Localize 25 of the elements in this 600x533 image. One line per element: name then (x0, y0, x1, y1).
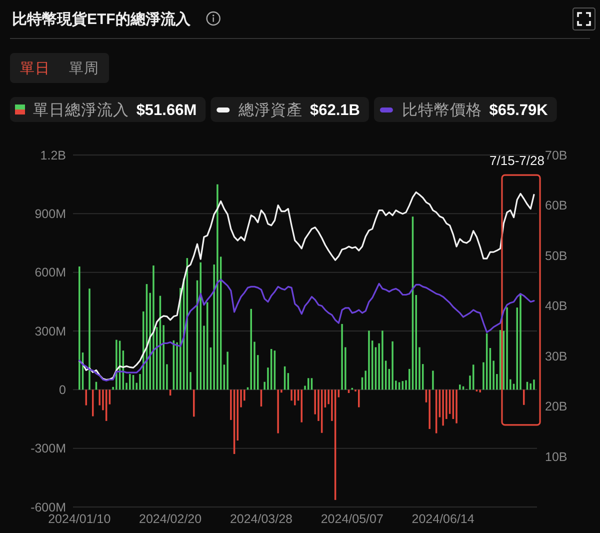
y-tick-label: 1.2B (40, 148, 66, 162)
y2-tick-label: 70B (545, 148, 568, 162)
x-tick-label: 2024/02/20 (139, 512, 202, 526)
y-tick-label: -300M (30, 442, 66, 456)
x-tick-label: 2024/06/14 (412, 512, 474, 526)
y2-tick-label: 30B (545, 349, 568, 364)
y2-tick-label: 20B (545, 400, 568, 414)
y2-tick-label: 50B (545, 248, 568, 263)
y-tick-label: 600M (34, 266, 66, 280)
y2-tick-label: 10B (545, 450, 568, 464)
y-tick-label: -600M (30, 500, 66, 514)
y2-tick-label: 60B (545, 198, 568, 213)
toggle: 單日 單周 (10, 53, 109, 83)
x-tick-label: 2024/05/07 (320, 512, 384, 526)
y2-tick-label: 40B (545, 299, 568, 314)
legend-label: 單日總淨流入 $51.66M (33, 101, 197, 119)
annotation: 7/15-7/28 (490, 153, 544, 168)
y-tick-label: 900M (34, 206, 66, 221)
y-tick-label: 300M (34, 324, 66, 338)
x-tick-label: 2024/01/10 (48, 512, 111, 526)
chart-title: 比特幣現貨ETF的總淨流入 (12, 10, 192, 28)
y-tick-label: 0 (59, 382, 66, 397)
legend-label: 總淨資產 $62.1B (238, 101, 360, 119)
x-tick-label: 2024/03/28 (230, 512, 293, 526)
legend-label: 比特幣價格 $65.79K (402, 101, 549, 119)
